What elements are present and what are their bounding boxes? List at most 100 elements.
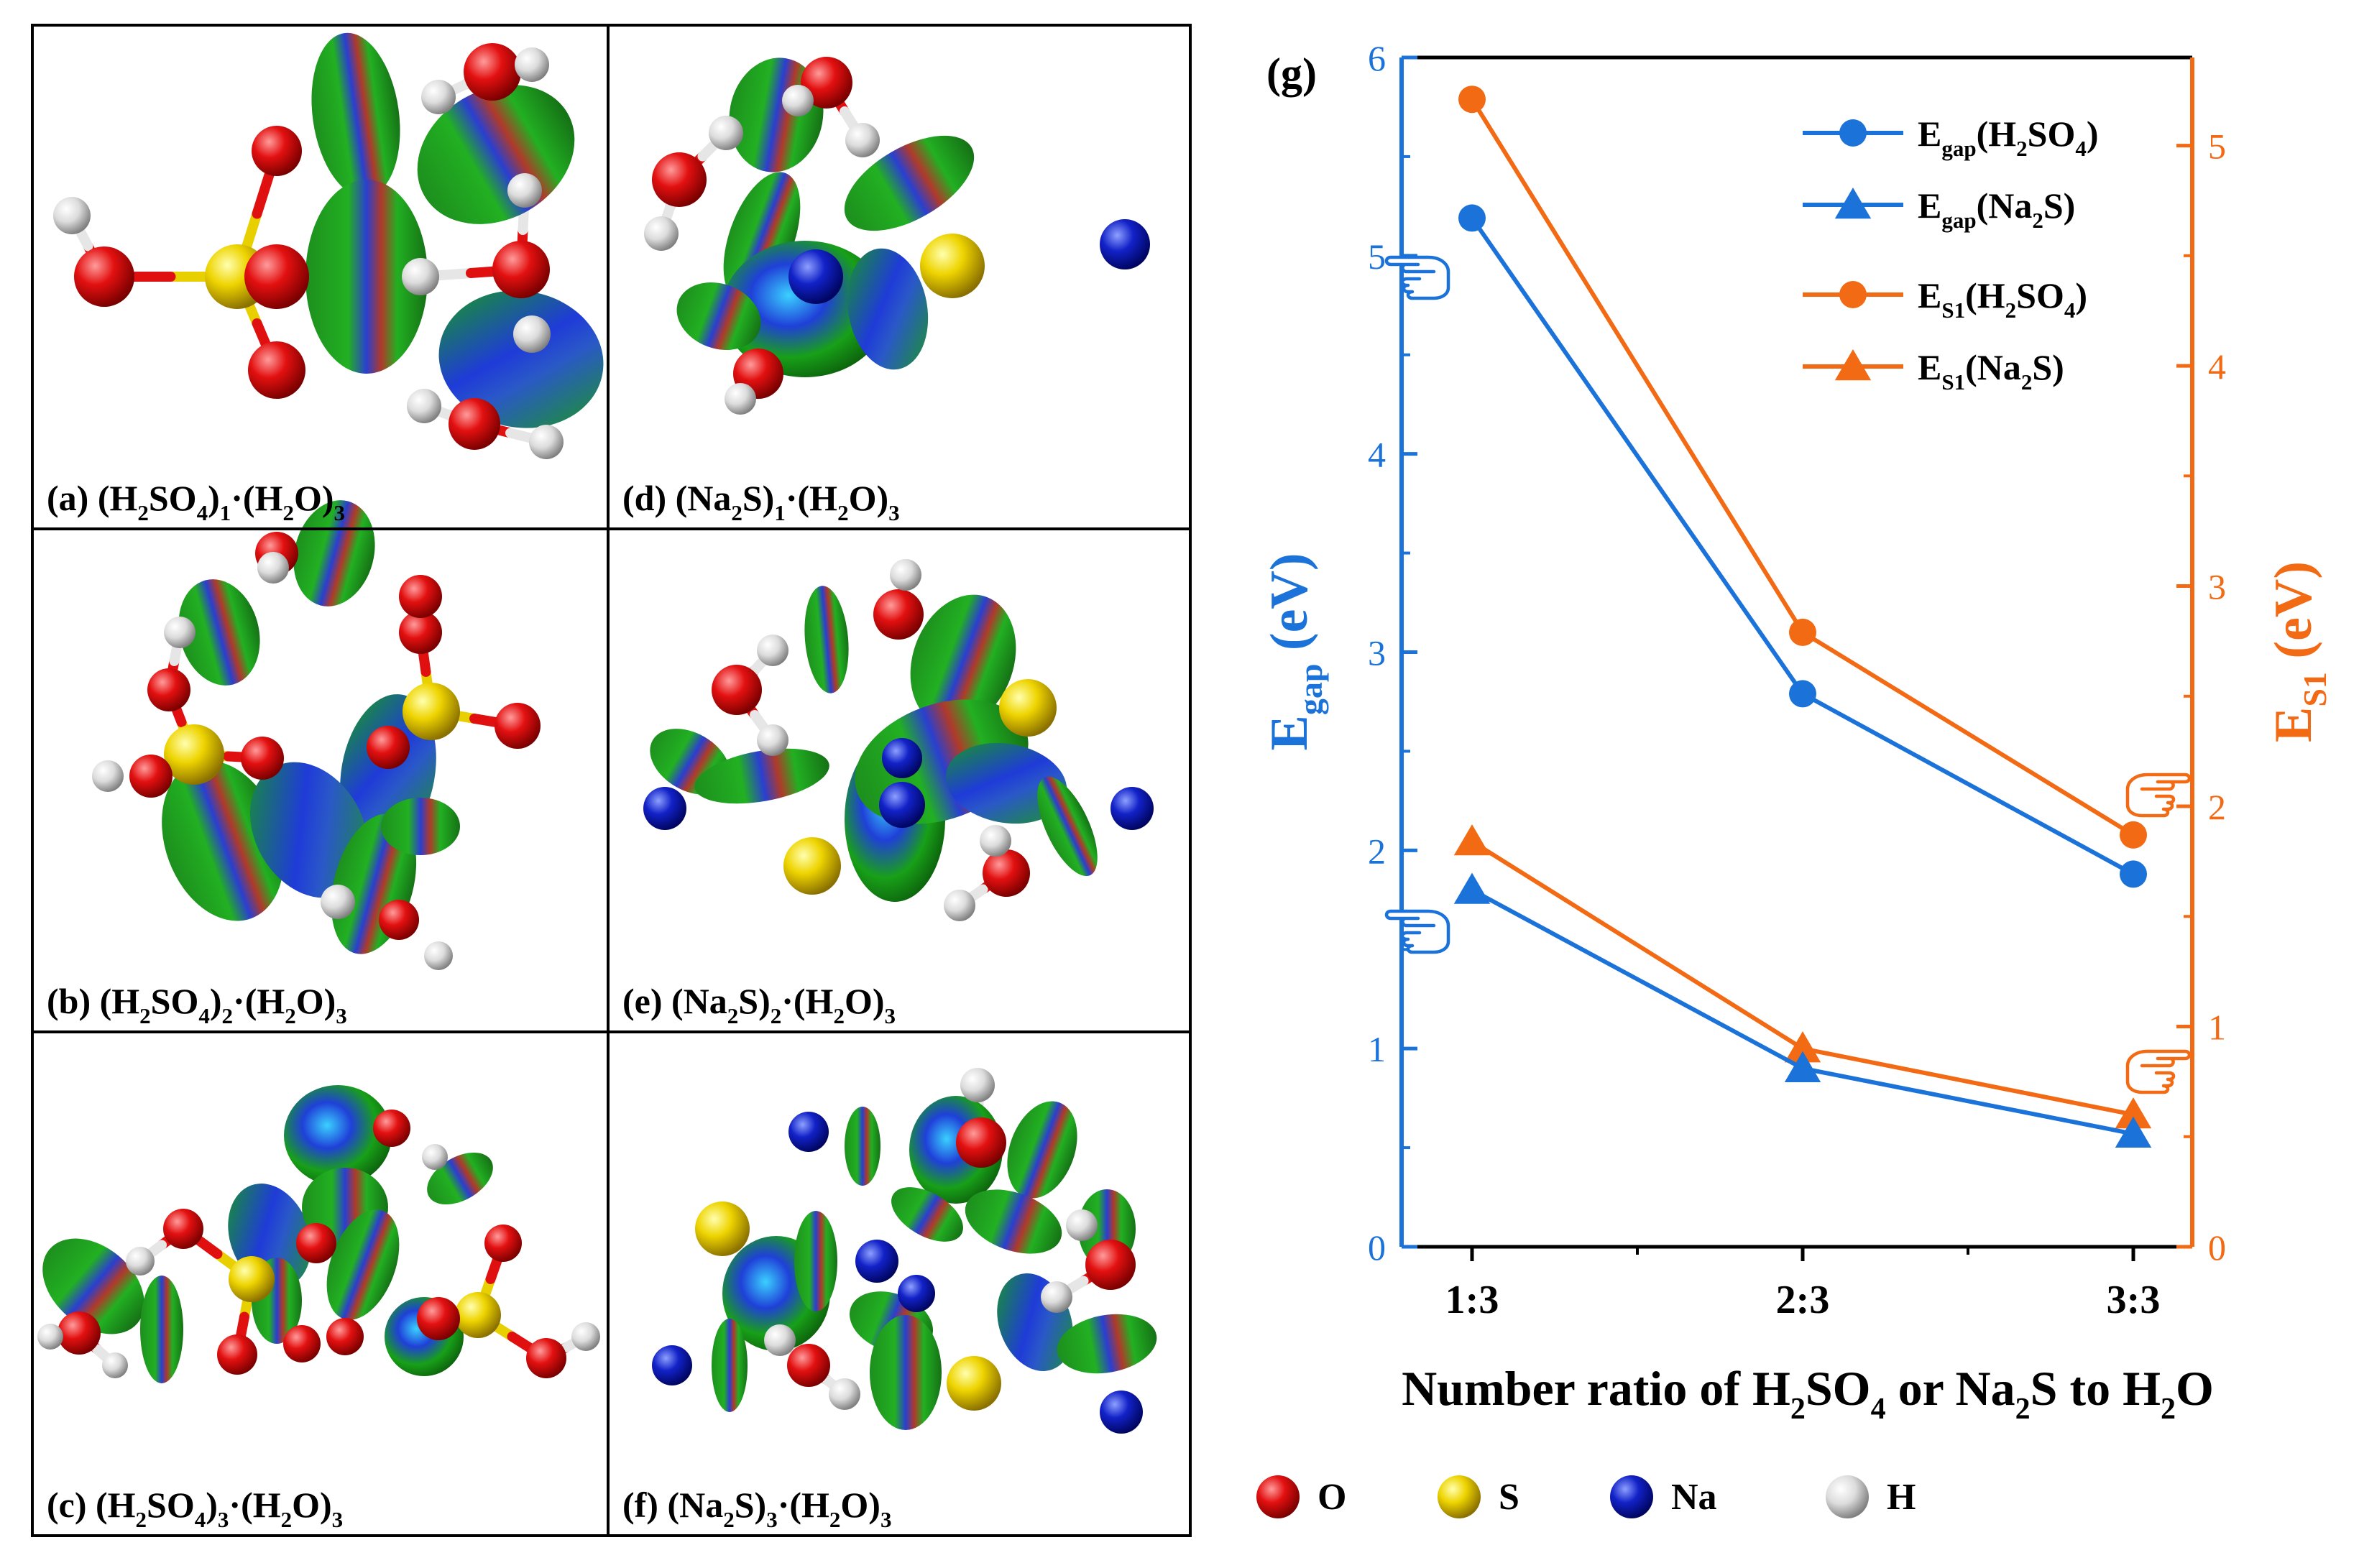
y-left-tick-label: 2 — [1368, 831, 1386, 871]
orbital-lobe — [438, 290, 604, 428]
atom-o — [484, 1225, 522, 1262]
panel-caption-c: (c) (H2SO4)3·(H2O)3 — [47, 1485, 343, 1532]
atom-h — [845, 123, 880, 157]
atom-o — [956, 1117, 1006, 1168]
panel-frame — [31, 24, 1192, 1537]
molecule-f — [652, 1068, 1157, 1434]
series-line — [1471, 887, 2134, 1136]
molecule-a — [53, 32, 604, 459]
atom-o — [712, 665, 762, 715]
atom-na — [1100, 219, 1150, 269]
atom-legend-item-s: S — [1438, 1475, 1519, 1518]
atom-legend-label: O — [1318, 1477, 1346, 1518]
y-right-tick-label: 2 — [2208, 787, 2226, 827]
data-point — [1453, 824, 1491, 856]
orbital-lobe — [712, 1319, 748, 1412]
atom-o — [163, 1209, 203, 1249]
x-tick-label: 3:3 — [2107, 1278, 2161, 1322]
legend-marker — [1839, 119, 1867, 147]
legend-label: Egap(Na2S) — [1918, 185, 2075, 233]
atom-o — [373, 1110, 410, 1147]
pointing-hand-icon — [1384, 909, 1450, 954]
atom-s — [999, 679, 1057, 737]
atom-h — [424, 941, 453, 970]
atom-h — [53, 197, 91, 234]
panel-label-g: (g) — [1266, 50, 1317, 97]
atom-o — [147, 668, 190, 711]
x-axis-title: Number ratio of H2SO4 or Na2S to H2O — [1402, 1361, 2214, 1426]
chart-legend-item-0: Egap(H2SO4) — [1803, 114, 2099, 161]
panel-caption-b: (b) (H2SO4)2·(H2O)3 — [47, 981, 347, 1028]
atom-o — [248, 341, 305, 399]
orbital-lobe — [694, 748, 829, 804]
atom-o — [296, 1223, 336, 1263]
data-point — [1784, 1051, 1821, 1082]
atom-h — [102, 1352, 128, 1378]
orbital-lobe — [847, 248, 929, 370]
orbital-lobe — [381, 798, 460, 855]
data-point — [2115, 1116, 2152, 1148]
panel-grid: (a) (H2SO4)1·(H2O)3 (d) (Na2S)1·(H2O)3 (b)… — [31, 24, 1192, 1537]
orbital-lobe — [844, 135, 975, 231]
series-egaph2so4 — [1458, 204, 2147, 888]
atom-h — [407, 389, 441, 423]
atom-legend-swatch — [1826, 1475, 1869, 1518]
atom-h — [709, 116, 743, 150]
atom-legend-label: Na — [1671, 1477, 1717, 1518]
atom-s — [783, 837, 841, 895]
atom-s — [695, 1202, 750, 1256]
molecular-structures — [37, 32, 1157, 1434]
atom-o — [1085, 1240, 1136, 1290]
orbital-lobe — [42, 1238, 144, 1334]
orbital-lobe — [891, 1187, 963, 1242]
orbital-lobe — [945, 742, 1067, 824]
molecule-e — [643, 559, 1154, 921]
y-left-tick-label: 4 — [1368, 435, 1386, 475]
panel-caption-a: (a) (H2SO4)1·(H2O)3 — [47, 478, 345, 525]
atom-o — [787, 1344, 830, 1387]
y-right-tick-label: 4 — [2208, 346, 2226, 387]
orbital-lobe — [722, 241, 888, 377]
atom-o — [449, 398, 500, 450]
atom-o — [464, 43, 521, 101]
data-point — [2120, 860, 2147, 888]
atom-o — [526, 1338, 566, 1378]
atom-h — [725, 383, 756, 415]
atom-o — [873, 589, 924, 640]
series-es1h2so4 — [1458, 86, 2147, 849]
atom-legend-item-o: O — [1256, 1475, 1346, 1518]
atom-h — [529, 425, 564, 459]
y-left-tick-label: 5 — [1368, 236, 1386, 277]
atom-o — [244, 244, 309, 309]
atom-s — [164, 724, 224, 785]
legend-label: Egap(H2SO4) — [1918, 114, 2099, 161]
panel-caption-f: (f) (Na2S)3·(H2O)3 — [622, 1485, 891, 1532]
atom-o — [283, 1325, 321, 1362]
atom-s — [920, 234, 985, 298]
atom-h — [571, 1322, 600, 1351]
atom-h — [126, 1247, 155, 1276]
atom-h — [421, 80, 456, 114]
y-axis-left-title: Egap (eV) — [1260, 553, 1329, 750]
atom-s — [229, 1256, 275, 1302]
atom-h — [757, 724, 788, 756]
legend-marker — [1834, 188, 1872, 219]
atom-h — [1066, 1209, 1098, 1241]
legend-marker — [1834, 349, 1872, 381]
atom-h — [321, 885, 355, 919]
data-point — [1458, 204, 1486, 232]
chart-legend-item-2: ES1(H2SO4) — [1803, 275, 2087, 323]
atom-o — [241, 737, 284, 780]
data-point — [1453, 872, 1491, 904]
orbital-lobe — [794, 1211, 837, 1311]
data-point — [1789, 618, 1816, 646]
atom-legend-label: H — [1887, 1477, 1916, 1518]
data-point — [2115, 1097, 2152, 1129]
atom-h — [764, 1324, 796, 1356]
atom-na — [855, 1240, 898, 1283]
data-point — [1789, 680, 1816, 708]
atom-o — [801, 57, 852, 109]
orbital-lobe — [1007, 1101, 1077, 1199]
atom-na — [1110, 787, 1154, 830]
